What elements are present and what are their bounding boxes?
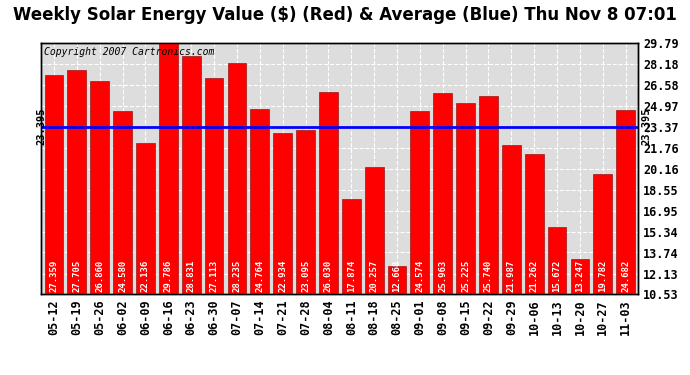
Bar (296, 130, 315, 294)
Text: Copyright 2007 Cartronics.com: Copyright 2007 Cartronics.com (44, 47, 215, 57)
Text: 23.095: 23.095 (301, 260, 310, 292)
Text: Weekly Solar Energy Value ($) (Red) & Average (Blue) Thu Nov 8 07:01: Weekly Solar Energy Value ($) (Red) & Av… (13, 6, 677, 24)
Bar (181, 56, 201, 294)
Text: 23.395: 23.395 (641, 108, 651, 145)
Bar (113, 111, 132, 294)
Bar (68, 70, 86, 294)
Bar (365, 168, 384, 294)
Bar (571, 259, 589, 294)
Bar (525, 154, 544, 294)
Text: 26.860: 26.860 (95, 260, 104, 292)
Bar (433, 93, 452, 294)
Bar (136, 143, 155, 294)
Bar (456, 103, 475, 294)
Bar (616, 110, 635, 294)
Text: 21.987: 21.987 (507, 260, 516, 292)
Bar (502, 145, 521, 294)
Text: 24.682: 24.682 (621, 260, 630, 292)
Text: 27.359: 27.359 (50, 260, 59, 292)
Text: 24.574: 24.574 (415, 260, 424, 292)
Text: 13.247: 13.247 (575, 260, 584, 292)
Text: 12.668: 12.668 (393, 260, 402, 292)
Bar (411, 111, 429, 294)
Text: 29.786: 29.786 (164, 260, 172, 292)
Text: 17.874: 17.874 (347, 260, 356, 292)
Bar (45, 75, 63, 294)
Text: 22.136: 22.136 (141, 260, 150, 292)
Bar (250, 109, 269, 294)
Text: 23.395: 23.395 (37, 108, 46, 145)
Bar (319, 92, 338, 294)
Text: 25.225: 25.225 (461, 260, 470, 292)
Bar (273, 133, 292, 294)
Text: 26.030: 26.030 (324, 260, 333, 292)
Text: 27.705: 27.705 (72, 260, 81, 292)
Text: 28.831: 28.831 (187, 260, 196, 292)
Text: 15.672: 15.672 (553, 260, 562, 292)
Text: 24.580: 24.580 (118, 260, 127, 292)
Text: 21.262: 21.262 (530, 260, 539, 292)
Bar (228, 63, 246, 294)
Bar (548, 227, 566, 294)
Bar (388, 267, 406, 294)
Bar (593, 174, 612, 294)
Text: 24.764: 24.764 (255, 260, 264, 292)
Bar (205, 78, 224, 294)
Text: 22.934: 22.934 (278, 260, 287, 292)
Bar (159, 43, 178, 294)
Bar (342, 199, 361, 294)
Text: 19.782: 19.782 (598, 260, 607, 292)
Bar (479, 96, 498, 294)
Text: 28.235: 28.235 (233, 260, 241, 292)
Bar (90, 81, 109, 294)
Text: 27.113: 27.113 (210, 260, 219, 292)
Text: 25.963: 25.963 (438, 260, 447, 292)
Text: 25.740: 25.740 (484, 260, 493, 292)
Text: 20.257: 20.257 (370, 260, 379, 292)
